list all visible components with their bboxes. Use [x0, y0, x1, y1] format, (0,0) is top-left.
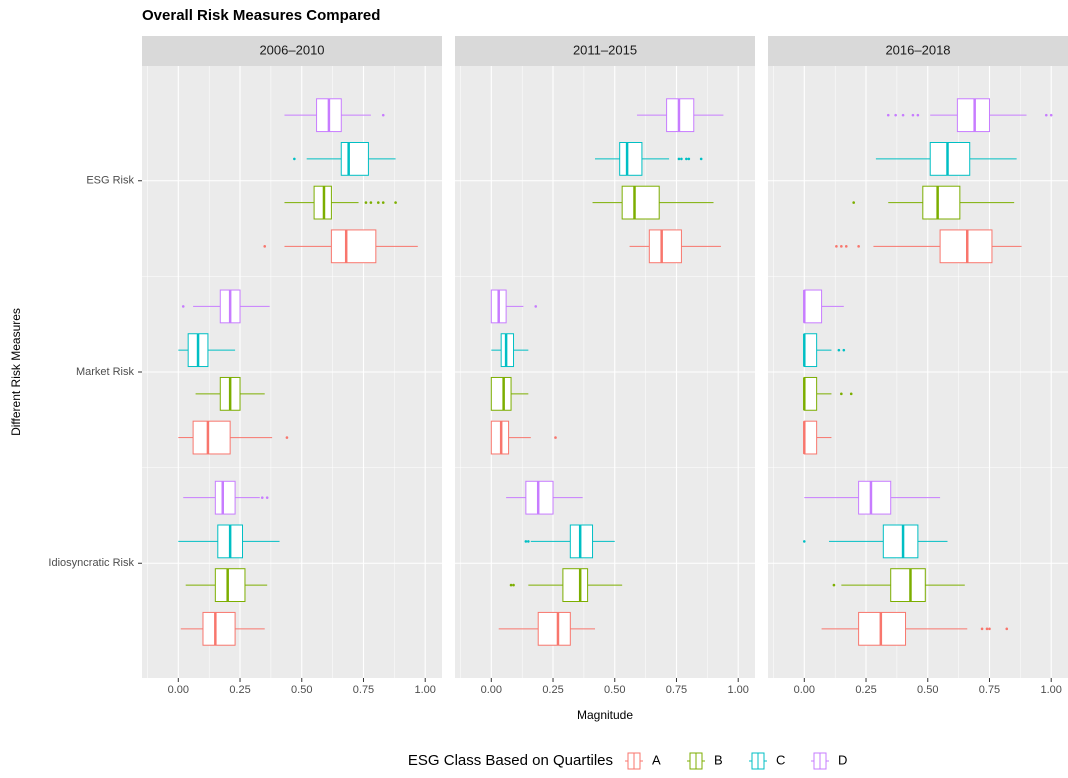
legend-label: B — [714, 752, 723, 767]
outlier — [381, 113, 385, 117]
box — [648, 229, 682, 264]
outlier — [512, 583, 515, 587]
box — [192, 420, 231, 455]
legend-label: A — [652, 752, 661, 767]
x-tick-label: 1.00 — [414, 684, 435, 696]
box — [890, 568, 926, 603]
strip-label: 2006–2010 — [259, 42, 324, 57]
box — [330, 229, 377, 264]
outlier — [263, 245, 267, 248]
outlier — [381, 201, 385, 204]
outlier — [901, 113, 905, 117]
outlier — [680, 157, 683, 161]
x-tick-label: 1.00 — [727, 684, 748, 696]
outlier — [265, 496, 269, 499]
outlier — [509, 583, 513, 587]
outlier — [524, 540, 528, 543]
outlier — [527, 540, 530, 543]
outlier — [852, 201, 855, 204]
x-tick-label: 0.75 — [666, 684, 687, 696]
box — [340, 142, 369, 176]
outlier — [685, 157, 688, 161]
box — [619, 142, 643, 176]
legend-label: D — [838, 752, 847, 767]
box — [858, 480, 892, 515]
outlier — [842, 348, 846, 352]
x-tick-label: 0.25 — [229, 684, 250, 696]
x-tick-label: 0.00 — [794, 684, 815, 696]
x-tick-label: 0.00 — [481, 684, 502, 696]
outlier — [802, 540, 806, 543]
box — [214, 480, 236, 515]
x-tick-label: 0.75 — [979, 684, 1000, 696]
x-tick-label: 0.00 — [168, 684, 189, 696]
outlier — [911, 113, 915, 117]
outlier — [1044, 113, 1048, 117]
outlier — [534, 305, 538, 308]
x-tick-label: 0.50 — [604, 684, 625, 696]
outlier — [285, 436, 289, 439]
outlier — [699, 157, 703, 161]
chart-title: Overall Risk Measures Compared — [142, 7, 380, 24]
box — [537, 611, 571, 646]
box — [803, 376, 818, 411]
outlier — [687, 157, 691, 161]
box — [803, 289, 823, 324]
box — [929, 142, 971, 176]
outlier — [394, 201, 397, 204]
x-tick-label: 0.50 — [917, 684, 938, 696]
outlier — [376, 201, 380, 204]
y-tick-label: Market Risk — [76, 366, 135, 378]
outlier — [293, 157, 296, 161]
outlier — [835, 245, 838, 248]
outlier — [840, 245, 843, 248]
outlier — [886, 113, 890, 117]
outlier — [369, 201, 373, 204]
outlier — [857, 245, 860, 248]
outlier — [916, 113, 920, 117]
strip — [142, 36, 442, 66]
x-tick-label: 0.50 — [291, 684, 312, 696]
box — [562, 568, 589, 603]
x-tick-label: 0.25 — [855, 684, 876, 696]
x-tick-label: 1.00 — [1040, 684, 1061, 696]
outlier — [554, 436, 557, 439]
x-tick-label: 0.75 — [353, 684, 374, 696]
legend-label: C — [776, 752, 785, 767]
box — [922, 185, 961, 220]
x-axis-label: Magnitude — [577, 708, 633, 722]
y-tick-label: ESG Risk — [86, 175, 134, 187]
box — [490, 376, 512, 411]
legend-title: ESG Class Based on Quartiles — [408, 752, 613, 769]
outlier — [832, 583, 836, 587]
box — [621, 185, 660, 220]
outlier — [988, 627, 991, 631]
outlier — [1005, 627, 1009, 631]
outlier — [837, 348, 841, 352]
outlier — [985, 627, 989, 631]
y-tick-label: Idiosyncratic Risk — [48, 557, 134, 569]
x-tick-label: 0.25 — [542, 684, 563, 696]
outlier — [894, 113, 897, 117]
strip — [455, 36, 755, 66]
outlier — [840, 392, 843, 396]
box — [214, 568, 246, 603]
box — [882, 524, 919, 559]
outlier — [181, 305, 185, 308]
box — [202, 611, 236, 646]
strip-label: 2011–2015 — [573, 42, 637, 57]
outlier — [980, 627, 984, 631]
strip — [768, 36, 1068, 66]
y-axis-label: Different Risk Measures — [9, 308, 23, 436]
outlier — [677, 157, 681, 161]
outlier — [849, 392, 853, 396]
outlier — [260, 496, 264, 499]
outlier — [844, 245, 848, 248]
outlier — [364, 201, 368, 204]
outlier — [1049, 113, 1053, 117]
box — [803, 333, 818, 368]
strip-label: 2016–2018 — [885, 42, 950, 57]
box — [803, 420, 818, 455]
